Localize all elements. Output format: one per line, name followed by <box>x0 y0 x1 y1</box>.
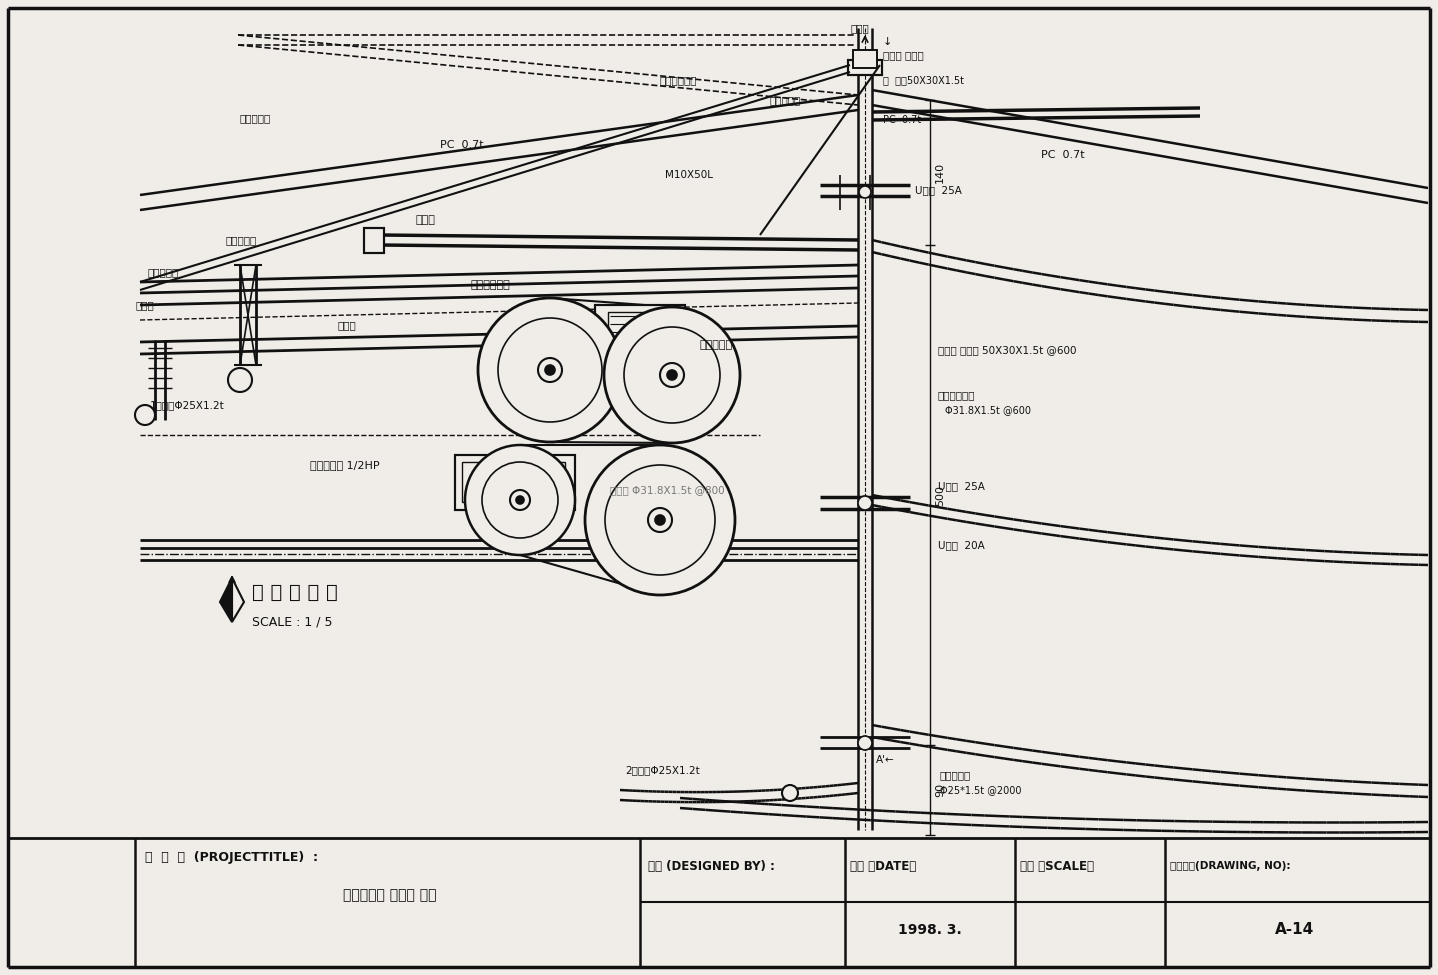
Circle shape <box>858 736 871 750</box>
Circle shape <box>464 445 575 555</box>
Polygon shape <box>220 578 232 622</box>
Text: PC  0.7t: PC 0.7t <box>440 140 483 150</box>
Circle shape <box>477 298 623 442</box>
Text: 사각바: 사각바 <box>416 215 434 225</box>
Text: 축척 〈SCALE〉: 축척 〈SCALE〉 <box>1020 860 1094 873</box>
Text: A'←: A'← <box>876 755 894 765</box>
Text: 도면번호(DRAWING, NO):: 도면번호(DRAWING, NO): <box>1171 861 1290 871</box>
Bar <box>364 228 384 253</box>
Text: PC  0.7t: PC 0.7t <box>1041 150 1086 160</box>
Text: 천창받침내: 천창받침내 <box>148 267 180 277</box>
Text: Φ25*1.5t @2000: Φ25*1.5t @2000 <box>940 785 1021 795</box>
Circle shape <box>538 358 562 382</box>
Text: 이음대: 이음대 <box>338 320 357 330</box>
Text: 2중형대Φ25X1.2t: 2중형대Φ25X1.2t <box>626 765 700 775</box>
Text: ↓: ↓ <box>883 37 893 47</box>
Circle shape <box>858 496 871 510</box>
Circle shape <box>660 363 684 387</box>
Text: PC  0.7t: PC 0.7t <box>883 115 922 125</box>
Circle shape <box>858 186 871 198</box>
Text: 140: 140 <box>935 162 945 182</box>
Text: 서까래 Φ31.8X1.5t @800: 서까래 Φ31.8X1.5t @800 <box>610 485 725 495</box>
Text: M10X50L: M10X50L <box>664 170 713 180</box>
Text: 천창개폐대: 천창개폐대 <box>224 235 256 245</box>
Circle shape <box>649 508 672 532</box>
Text: 농가보급형 경질판 온실: 농가보급형 경질판 온실 <box>344 888 437 902</box>
Text: Φ31.8X1.5t @600: Φ31.8X1.5t @600 <box>945 405 1031 415</box>
Text: 천 창 상 세 도: 천 창 상 세 도 <box>252 582 338 602</box>
Circle shape <box>545 365 555 375</box>
Text: 500: 500 <box>935 485 945 505</box>
Circle shape <box>604 307 741 443</box>
Circle shape <box>585 445 735 595</box>
Text: 천창개폐부: 천창개폐부 <box>240 113 272 123</box>
Bar <box>515 462 565 502</box>
Circle shape <box>667 370 677 380</box>
Text: 공  사  명  (PROJECTTITLE)  :: 공 사 명 (PROJECTTITLE) : <box>145 851 318 865</box>
Bar <box>364 228 384 253</box>
Text: 설계 (DESIGNED BY) :: 설계 (DESIGNED BY) : <box>649 860 775 873</box>
Circle shape <box>229 368 252 392</box>
Text: SCALE : 1 / 5: SCALE : 1 / 5 <box>252 615 332 629</box>
Circle shape <box>510 490 531 510</box>
Text: 날짜 〈DATE〉: 날짜 〈DATE〉 <box>850 860 916 873</box>
Text: 천창환기나사: 천창환기나사 <box>660 75 697 85</box>
Bar <box>595 305 684 365</box>
Text: A-14: A-14 <box>1276 922 1314 938</box>
Bar <box>853 50 877 68</box>
Text: 보  각관50X30X1.5t: 보 각관50X30X1.5t <box>883 75 963 85</box>
Text: 1998. 3.: 1998. 3. <box>899 923 962 937</box>
Bar <box>853 50 877 68</box>
Text: 이중서까래: 이중서까래 <box>940 770 971 780</box>
Circle shape <box>782 785 798 801</box>
Text: U볼트  25A: U볼트 25A <box>938 481 985 491</box>
Text: 90: 90 <box>935 783 945 798</box>
Text: U볼트  20A: U볼트 20A <box>938 540 985 550</box>
Text: 천창화연나: 천창화연나 <box>769 95 801 105</box>
Bar <box>595 305 684 365</box>
Bar <box>848 60 881 75</box>
Bar <box>454 455 575 510</box>
Bar <box>462 462 512 502</box>
Text: 지아프고정대: 지아프고정대 <box>470 280 510 290</box>
Text: 천창감속기: 천창감속기 <box>700 340 733 350</box>
Bar <box>454 455 575 510</box>
Text: U볼트  25A: U볼트 25A <box>915 185 962 195</box>
Text: 용마루 마감바: 용마루 마감바 <box>883 50 923 60</box>
Text: 용마루 받침대 50X30X1.5t @600: 용마루 받침대 50X30X1.5t @600 <box>938 345 1077 355</box>
Text: 받침내: 받침내 <box>135 300 154 310</box>
Bar <box>848 60 881 75</box>
Circle shape <box>135 405 155 425</box>
Text: 천창개폐기 1/2HP: 천창개폐기 1/2HP <box>311 460 380 470</box>
Bar <box>608 312 673 358</box>
Circle shape <box>654 515 664 525</box>
Text: 용마루: 용마루 <box>851 23 870 33</box>
Circle shape <box>516 496 523 504</box>
Text: 1종형대Φ25X1.2t: 1종형대Φ25X1.2t <box>150 400 224 410</box>
Text: 서까래고정대: 서까래고정대 <box>938 390 975 400</box>
